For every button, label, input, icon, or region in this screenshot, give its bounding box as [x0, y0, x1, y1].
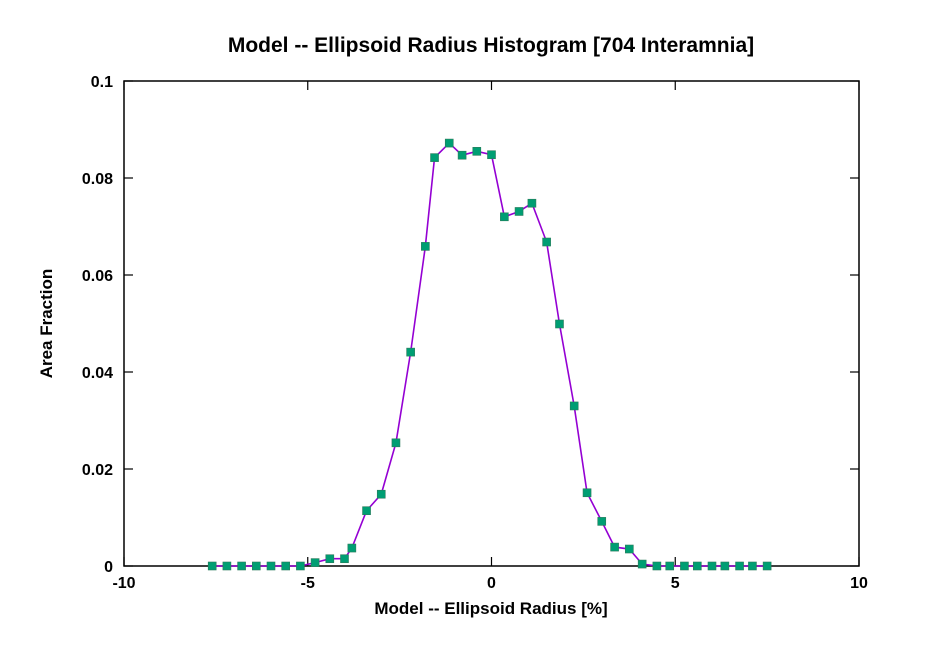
data-point	[266, 561, 276, 571]
x-tick-label: 10	[850, 575, 868, 592]
data-point	[391, 438, 401, 448]
data-point	[421, 242, 430, 251]
x-axis-title: Model -- Ellipsoid Radius [%]	[374, 599, 607, 618]
data-point	[310, 558, 320, 567]
data-point	[597, 517, 607, 526]
data-point	[252, 561, 261, 571]
series-group	[207, 138, 772, 571]
data-point	[542, 237, 551, 247]
data-point	[207, 561, 217, 571]
data-point	[514, 207, 524, 216]
data-point	[610, 542, 619, 552]
data-point	[637, 559, 647, 569]
data-point	[707, 561, 717, 571]
data-point	[325, 554, 335, 564]
x-tick-label: -10	[112, 575, 135, 592]
data-point	[748, 561, 757, 571]
data-point	[582, 488, 592, 498]
data-point	[527, 198, 537, 208]
data-point	[376, 489, 386, 499]
data-point	[652, 561, 662, 571]
x-tick-label: -5	[301, 575, 315, 592]
y-ticks: 0 0.02 0.04 0.06 0.08 0.1	[82, 74, 859, 576]
data-point	[680, 561, 689, 571]
data-point	[625, 544, 634, 554]
data-point	[406, 347, 415, 357]
y-tick-label: 0.02	[82, 462, 113, 479]
data-point	[500, 212, 509, 222]
data-point	[735, 561, 744, 571]
data-point	[237, 561, 246, 571]
data-point	[362, 506, 371, 516]
data-point	[569, 401, 579, 411]
y-tick-label: 0	[104, 559, 113, 576]
series-line	[212, 141, 768, 567]
data-point	[340, 554, 349, 564]
y-tick-label: 0.08	[82, 171, 113, 188]
data-point	[555, 319, 564, 329]
y-tick-label: 0.06	[82, 268, 113, 285]
y-tick-label: 0.1	[91, 74, 113, 91]
chart-title: Model -- Ellipsoid Radius Histogram [704…	[228, 34, 754, 57]
data-point	[720, 561, 730, 571]
data-point	[692, 561, 702, 571]
data-point	[487, 150, 496, 160]
y-tick-label: 0.04	[82, 365, 113, 382]
data-point	[430, 153, 439, 162]
data-point	[762, 561, 772, 571]
data-point	[222, 561, 232, 571]
data-point	[472, 147, 482, 156]
data-point	[296, 561, 305, 571]
x-tick-label: 5	[671, 575, 680, 592]
data-point	[444, 138, 454, 148]
data-point	[665, 561, 675, 571]
x-tick-label: 0	[487, 575, 496, 592]
data-point	[457, 150, 467, 160]
y-axis-title: Area Fraction	[37, 269, 56, 379]
data-point	[281, 561, 291, 571]
data-point	[347, 543, 357, 553]
